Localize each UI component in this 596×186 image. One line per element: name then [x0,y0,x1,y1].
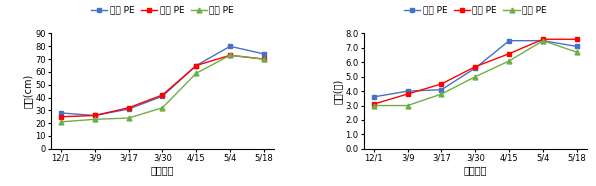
흑색 PE [539,40,547,42]
녹색 PE [539,38,547,40]
흑색 PE [438,93,445,95]
흑색 PE [193,72,200,74]
녹색 PE [370,103,377,105]
흑색 PE [472,76,479,78]
백색 PE [539,40,547,42]
흑색 PE [404,105,411,107]
백색 PE [226,45,234,47]
백색 PE [505,40,513,42]
백색 PE [370,96,377,98]
녹색 PE [226,54,234,56]
녹색 PE [125,107,132,109]
Line: 흑색 PE: 흑색 PE [371,38,579,108]
Line: 녹색 PE: 녹색 PE [371,37,579,107]
녹색 PE [472,65,479,68]
녹색 PE [260,58,268,60]
흑색 PE [91,118,98,121]
백색 PE [57,112,64,114]
녹색 PE [404,93,411,95]
백색 PE [193,64,200,67]
녹색 PE [573,38,581,40]
흑색 PE [159,107,166,109]
흑색 PE [573,51,581,53]
Y-axis label: 초장(cm): 초장(cm) [23,74,32,108]
녹색 PE [193,64,200,67]
흑색 PE [57,121,64,123]
백색 PE [159,95,166,97]
흑색 PE [505,60,513,62]
Y-axis label: 엽수(매): 엽수(매) [333,78,343,104]
X-axis label: 조사날짜: 조사날짜 [464,165,487,175]
녹색 PE [159,94,166,96]
Legend: 백색 PE, 녹색 PE, 흑색 PE: 백색 PE, 녹색 PE, 흑색 PE [91,6,234,15]
흑색 PE [125,117,132,119]
Line: 백색 PE: 백색 PE [58,44,266,118]
백색 PE [472,67,479,69]
백색 PE [573,45,581,48]
Line: 백색 PE: 백색 PE [371,38,579,99]
Line: 녹색 PE: 녹색 PE [58,53,266,119]
백색 PE [438,89,445,91]
X-axis label: 조사날짜: 조사날짜 [151,165,174,175]
Legend: 백색 PE, 녹색 PE, 흑색 PE: 백색 PE, 녹색 PE, 흑색 PE [403,6,547,15]
Line: 흑색 PE: 흑색 PE [58,53,266,124]
녹색 PE [438,83,445,85]
녹색 PE [57,116,64,118]
흑색 PE [226,54,234,56]
흑색 PE [260,58,268,60]
백색 PE [260,53,268,55]
흑색 PE [370,105,377,107]
녹색 PE [91,114,98,117]
백색 PE [125,108,132,110]
백색 PE [91,114,98,117]
백색 PE [404,90,411,92]
녹색 PE [505,53,513,55]
